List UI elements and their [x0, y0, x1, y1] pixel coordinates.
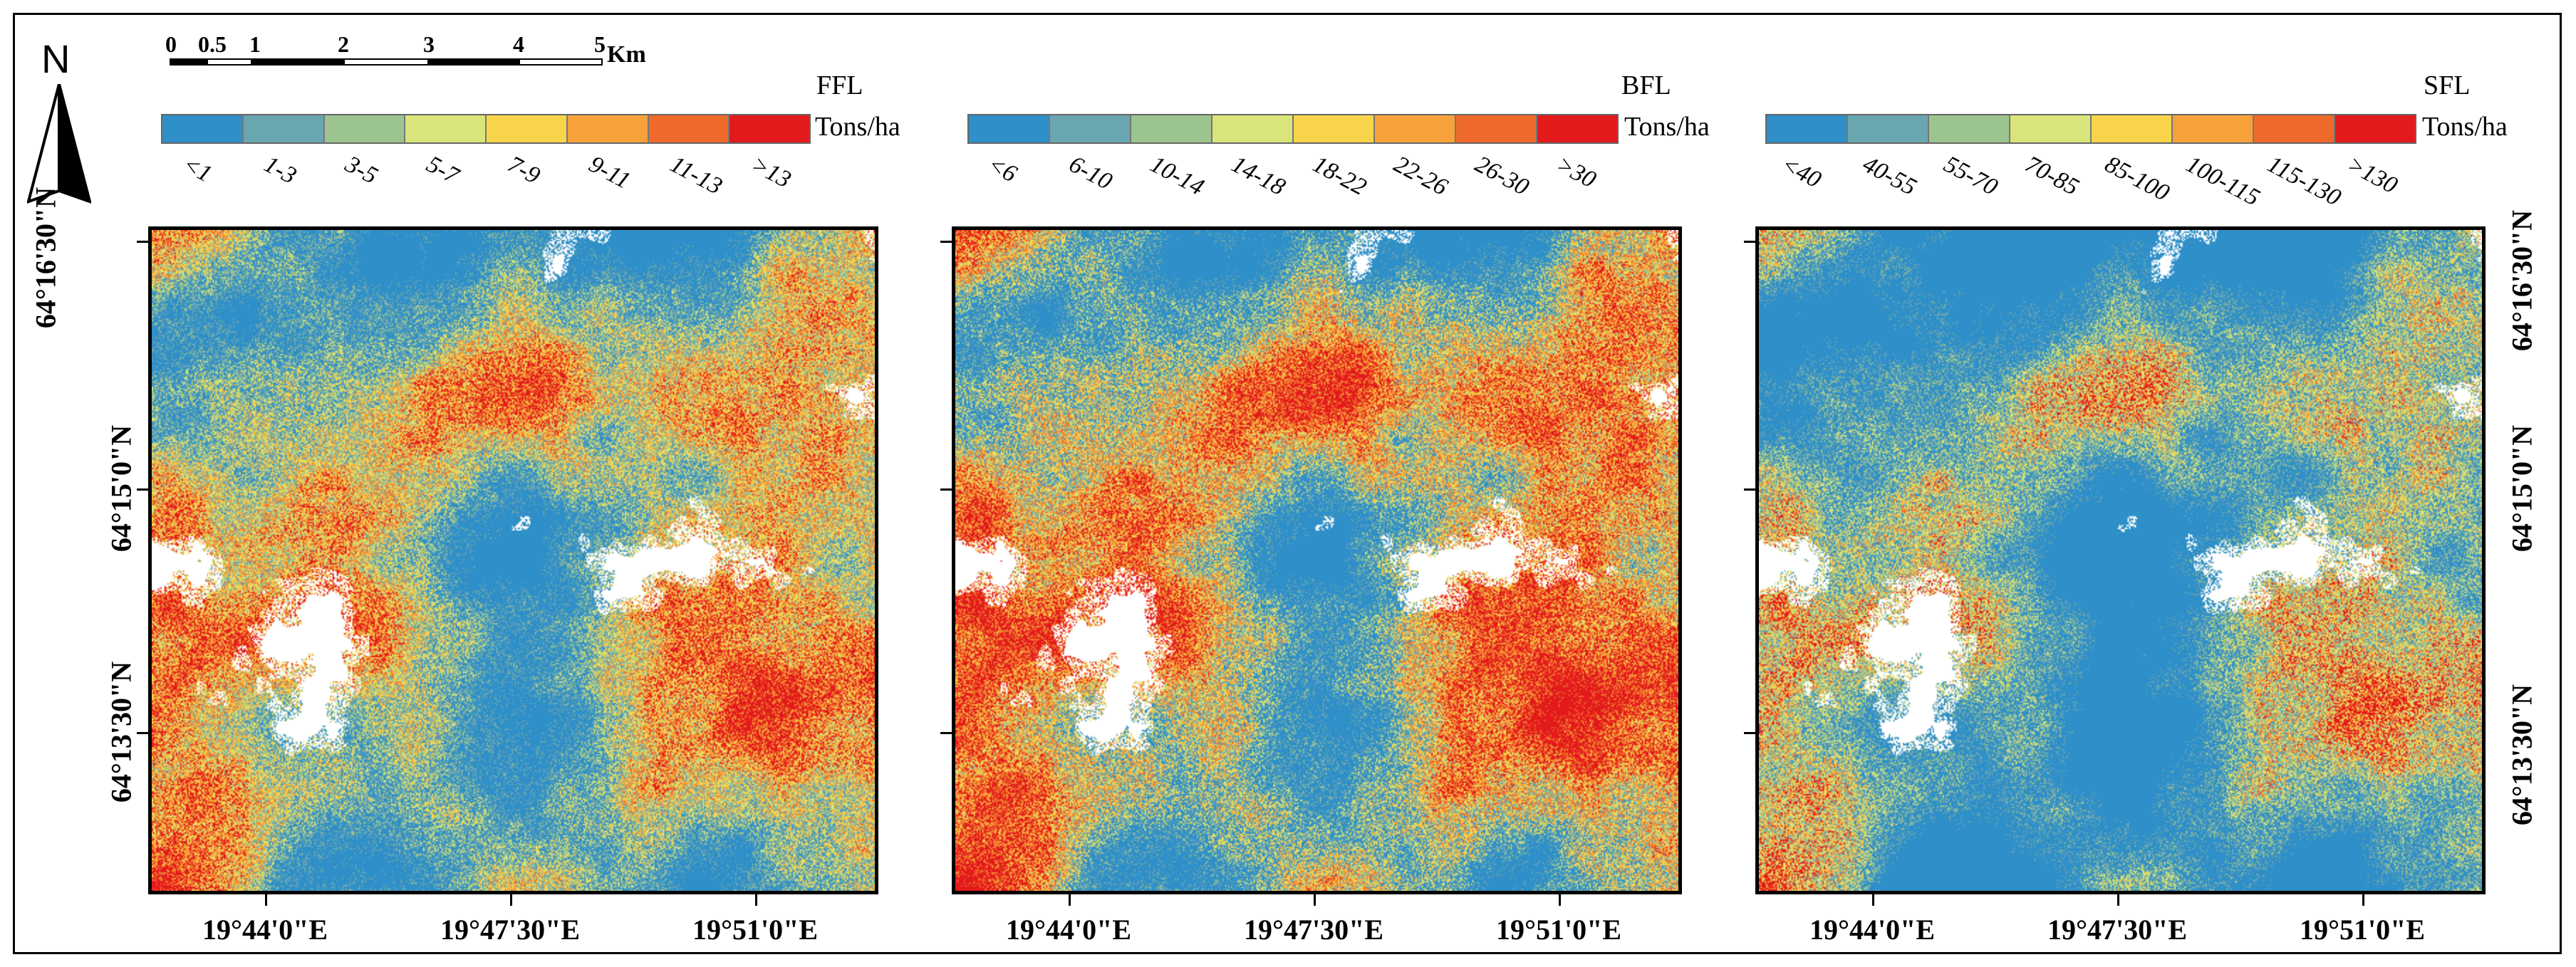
scale-tick-label: 4	[513, 31, 524, 57]
scale-segment	[207, 58, 252, 66]
map-tick	[2117, 894, 2119, 906]
longitude-label: 19°51'0"E	[692, 914, 818, 946]
map-tick	[510, 894, 512, 906]
legend-swatch	[1456, 115, 1537, 142]
longitude-label: 19°44'0"E	[1809, 914, 1935, 946]
map-tick	[265, 894, 267, 906]
longitude-label: 19°47'30"E	[440, 914, 580, 946]
legend-swatch	[1294, 115, 1375, 142]
legend-unit-bfl: Tons/ha	[1624, 112, 1710, 142]
scale-segment	[170, 58, 207, 66]
scale-segment	[343, 58, 429, 66]
map-tick	[940, 488, 952, 491]
legend-swatch	[2092, 115, 2173, 142]
legend-swatch	[162, 115, 244, 142]
map-panel-bfl	[952, 226, 1682, 894]
legend-unit-ffl: Tons/ha	[815, 112, 900, 142]
scale-tick-label: 5	[594, 31, 606, 57]
scale-segment	[429, 58, 519, 66]
latitude-label: 64°13'30"N	[2505, 684, 2538, 826]
legend-swatch	[1537, 115, 1617, 142]
legend-swatch	[2254, 115, 2335, 142]
latitude-label: 64°16'30"N	[29, 187, 62, 329]
scale-tick-label: 1	[249, 31, 261, 57]
legend-bar-ffl	[161, 114, 811, 144]
scale-unit: Km	[607, 41, 646, 68]
latitude-label: 64°15'0"N	[105, 424, 137, 553]
longitude-label: 19°47'30"E	[1244, 914, 1383, 946]
legend-bar-bfl	[967, 114, 1619, 144]
map-tick	[137, 488, 148, 491]
latitude-label: 64°13'30"N	[105, 661, 137, 803]
scale-segment	[519, 58, 603, 66]
map-tick	[1744, 732, 1755, 734]
legend-swatch	[405, 115, 487, 142]
legend-swatch	[1767, 115, 1848, 142]
legend-swatch	[969, 115, 1050, 142]
legend-title-sfl: SFL	[2424, 70, 2471, 100]
map-panel-ffl	[148, 226, 878, 894]
scale-tick-label: 0	[165, 31, 177, 57]
raster-ffl	[152, 230, 875, 891]
legend-swatch	[243, 115, 325, 142]
map-tick	[1744, 488, 1755, 491]
longitude-label: 19°51'0"E	[1496, 914, 1621, 946]
north-arrow-icon	[27, 84, 91, 204]
raster-sfl	[1759, 230, 2482, 891]
scale-tick-label: 3	[423, 31, 435, 57]
legend-swatch	[1375, 115, 1456, 142]
longitude-label: 19°51'0"E	[2300, 914, 2425, 946]
legend-swatch	[1848, 115, 1929, 142]
legend-unit-sfl: Tons/ha	[2422, 112, 2508, 142]
legend-swatch	[2173, 115, 2254, 142]
map-tick	[1314, 894, 1316, 906]
legend-swatch	[1212, 115, 1294, 142]
legend-bar-sfl	[1765, 114, 2416, 144]
map-tick	[940, 732, 952, 734]
map-tick	[755, 894, 757, 906]
map-tick	[1069, 894, 1071, 906]
map-tick	[137, 241, 148, 243]
legend-title-bfl: BFL	[1621, 70, 1671, 100]
map-tick	[1872, 894, 1874, 906]
scale-tick-label: 2	[338, 31, 349, 57]
legend-swatch	[2010, 115, 2092, 142]
longitude-label: 19°44'0"E	[202, 914, 328, 946]
scale-segment	[252, 58, 343, 66]
figure-frame	[13, 13, 2562, 954]
map-tick	[1559, 894, 1561, 906]
raster-bfl	[955, 230, 1678, 891]
map-tick	[940, 241, 952, 243]
map-tick	[2362, 894, 2364, 906]
legend-title-ffl: FFL	[816, 70, 863, 100]
legend-swatch	[648, 115, 730, 142]
map-tick	[137, 732, 148, 734]
legend-swatch	[729, 115, 809, 142]
legend-swatch	[487, 115, 568, 142]
legend-swatch	[567, 115, 649, 142]
longitude-label: 19°47'30"E	[2047, 914, 2187, 946]
longitude-label: 19°44'0"E	[1006, 914, 1131, 946]
legend-swatch	[324, 115, 406, 142]
north-label: N	[41, 36, 71, 81]
legend-swatch	[1050, 115, 1131, 142]
map-panel-sfl	[1755, 226, 2486, 894]
map-tick	[1744, 241, 1755, 243]
legend-swatch	[1131, 115, 1212, 142]
latitude-label: 64°15'0"N	[2505, 424, 2538, 553]
latitude-label: 64°16'30"N	[2505, 209, 2538, 352]
legend-swatch	[2335, 115, 2415, 142]
scale-tick-label: 0.5	[198, 31, 227, 57]
legend-swatch	[1929, 115, 2010, 142]
